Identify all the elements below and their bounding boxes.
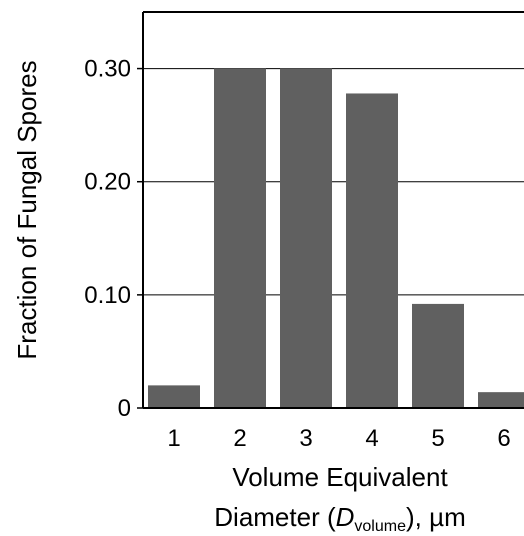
bar-2 (214, 68, 266, 409)
x-axis-title-prefix: Diameter ( (214, 502, 336, 532)
x-tick-label: 2 (233, 425, 246, 452)
y-tick-label: 0.20 (84, 169, 131, 196)
bar-5 (412, 303, 464, 408)
bar-1 (148, 385, 200, 408)
x-tick-label: 3 (299, 425, 312, 452)
x-axis-title-subscript: volume (354, 518, 406, 535)
bars (148, 68, 524, 409)
x-axis-title-suffix: ), µm (406, 502, 466, 532)
y-tick-label: 0.10 (84, 282, 131, 309)
x-tick-label: 4 (365, 425, 378, 452)
x-axis-title-line2: Diameter (Dvolume), µm (214, 502, 465, 535)
y-tick-label: 0.30 (84, 56, 131, 83)
x-tick-label: 1 (167, 425, 180, 452)
bar-4 (346, 93, 398, 408)
x-axis-title-line1: Volume Equivalent (232, 462, 448, 492)
x-tick-label: 5 (431, 425, 444, 452)
x-axis-title-symbol: D (336, 502, 355, 532)
axes (142, 11, 524, 409)
bar-3 (280, 68, 332, 409)
y-axis-title: Fraction of Fungal Spores (12, 60, 42, 359)
x-tick-label: 6 (497, 425, 510, 452)
gridlines (137, 67, 524, 409)
y-tick-label: 0 (118, 395, 131, 422)
x-tick-labels: 1 2 3 4 5 6 (167, 425, 510, 452)
bar-6 (478, 392, 524, 408)
y-tick-labels: 0 0.10 0.20 0.30 (84, 56, 131, 422)
